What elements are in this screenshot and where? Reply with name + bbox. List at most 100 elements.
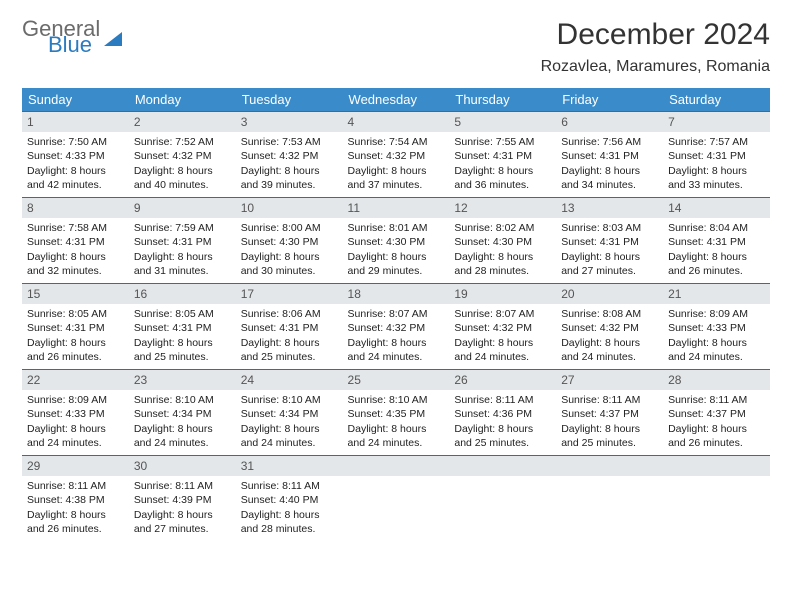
day-body: Sunrise: 8:00 AMSunset: 4:30 PMDaylight:…	[236, 218, 343, 282]
calendar-header-row: SundayMondayTuesdayWednesdayThursdayFrid…	[22, 88, 770, 112]
calendar-cell: 28Sunrise: 8:11 AMSunset: 4:37 PMDayligh…	[663, 370, 770, 456]
daylight-line: Daylight: 8 hours and 24 minutes.	[134, 422, 231, 450]
day-body: Sunrise: 7:56 AMSunset: 4:31 PMDaylight:…	[556, 132, 663, 196]
calendar-cell: 23Sunrise: 8:10 AMSunset: 4:34 PMDayligh…	[129, 370, 236, 456]
daylight-line: Daylight: 8 hours and 36 minutes.	[454, 164, 551, 192]
calendar-cell: 7 Sunrise: 7:57 AMSunset: 4:31 PMDaylight…	[663, 112, 770, 198]
sunset-line: Sunset: 4:31 PM	[454, 149, 551, 163]
sunset-line: Sunset: 4:32 PM	[454, 321, 551, 335]
header: General Blue December 2024 Rozavlea, Mar…	[22, 18, 770, 76]
day-body: Sunrise: 7:59 AMSunset: 4:31 PMDaylight:…	[129, 218, 236, 282]
calendar-cell	[556, 456, 663, 542]
sunset-line: Sunset: 4:31 PM	[668, 235, 765, 249]
day-number: 8	[22, 198, 129, 218]
sunset-line: Sunset: 4:31 PM	[134, 321, 231, 335]
sunrise-line: Sunrise: 8:02 AM	[454, 221, 551, 235]
calendar-week-row: 15Sunrise: 8:05 AMSunset: 4:31 PMDayligh…	[22, 284, 770, 370]
daylight-line: Daylight: 8 hours and 42 minutes.	[27, 164, 124, 192]
calendar-cell: 31Sunrise: 8:11 AMSunset: 4:40 PMDayligh…	[236, 456, 343, 542]
calendar-cell: 20Sunrise: 8:08 AMSunset: 4:32 PMDayligh…	[556, 284, 663, 370]
daylight-line: Daylight: 8 hours and 24 minutes.	[668, 336, 765, 364]
sunset-line: Sunset: 4:31 PM	[27, 235, 124, 249]
sunset-line: Sunset: 4:32 PM	[561, 321, 658, 335]
day-number: 19	[449, 284, 556, 304]
daylight-line: Daylight: 8 hours and 24 minutes.	[348, 422, 445, 450]
day-body: Sunrise: 8:07 AMSunset: 4:32 PMDaylight:…	[449, 304, 556, 368]
day-number-empty	[663, 456, 770, 476]
sunset-line: Sunset: 4:32 PM	[348, 149, 445, 163]
day-body: Sunrise: 8:08 AMSunset: 4:32 PMDaylight:…	[556, 304, 663, 368]
day-number: 28	[663, 370, 770, 390]
sunrise-line: Sunrise: 7:56 AM	[561, 135, 658, 149]
day-header: Tuesday	[236, 88, 343, 112]
day-body: Sunrise: 7:54 AMSunset: 4:32 PMDaylight:…	[343, 132, 450, 196]
calendar-cell: 27Sunrise: 8:11 AMSunset: 4:37 PMDayligh…	[556, 370, 663, 456]
sunset-line: Sunset: 4:30 PM	[241, 235, 338, 249]
day-body: Sunrise: 8:01 AMSunset: 4:30 PMDaylight:…	[343, 218, 450, 282]
day-body: Sunrise: 8:11 AMSunset: 4:36 PMDaylight:…	[449, 390, 556, 454]
daylight-line: Daylight: 8 hours and 24 minutes.	[561, 336, 658, 364]
day-body: Sunrise: 8:10 AMSunset: 4:34 PMDaylight:…	[129, 390, 236, 454]
day-body: Sunrise: 8:10 AMSunset: 4:35 PMDaylight:…	[343, 390, 450, 454]
logo-text-blue: Blue	[48, 34, 100, 56]
day-number: 14	[663, 198, 770, 218]
sunrise-line: Sunrise: 8:11 AM	[454, 393, 551, 407]
day-body: Sunrise: 7:55 AMSunset: 4:31 PMDaylight:…	[449, 132, 556, 196]
calendar-cell: 10Sunrise: 8:00 AMSunset: 4:30 PMDayligh…	[236, 198, 343, 284]
daylight-line: Daylight: 8 hours and 24 minutes.	[454, 336, 551, 364]
daylight-line: Daylight: 8 hours and 31 minutes.	[134, 250, 231, 278]
sunrise-line: Sunrise: 8:11 AM	[668, 393, 765, 407]
calendar-cell: 30Sunrise: 8:11 AMSunset: 4:39 PMDayligh…	[129, 456, 236, 542]
sunset-line: Sunset: 4:35 PM	[348, 407, 445, 421]
day-body: Sunrise: 8:07 AMSunset: 4:32 PMDaylight:…	[343, 304, 450, 368]
sunset-line: Sunset: 4:40 PM	[241, 493, 338, 507]
day-number: 15	[22, 284, 129, 304]
calendar-cell: 12Sunrise: 8:02 AMSunset: 4:30 PMDayligh…	[449, 198, 556, 284]
calendar-cell: 2Sunrise: 7:52 AMSunset: 4:32 PMDaylight…	[129, 112, 236, 198]
sunrise-line: Sunrise: 8:05 AM	[134, 307, 231, 321]
sunrise-line: Sunrise: 8:05 AM	[27, 307, 124, 321]
calendar-cell: 24Sunrise: 8:10 AMSunset: 4:34 PMDayligh…	[236, 370, 343, 456]
day-number: 11	[343, 198, 450, 218]
daylight-line: Daylight: 8 hours and 28 minutes.	[454, 250, 551, 278]
day-number: 18	[343, 284, 450, 304]
daylight-line: Daylight: 8 hours and 29 minutes.	[348, 250, 445, 278]
sunset-line: Sunset: 4:32 PM	[241, 149, 338, 163]
daylight-line: Daylight: 8 hours and 25 minutes.	[241, 336, 338, 364]
sunset-line: Sunset: 4:39 PM	[134, 493, 231, 507]
day-number: 7	[663, 112, 770, 132]
daylight-line: Daylight: 8 hours and 33 minutes.	[668, 164, 765, 192]
sunrise-line: Sunrise: 7:55 AM	[454, 135, 551, 149]
sunset-line: Sunset: 4:32 PM	[134, 149, 231, 163]
day-header: Thursday	[449, 88, 556, 112]
day-number: 4	[343, 112, 450, 132]
calendar-cell: 22Sunrise: 8:09 AMSunset: 4:33 PMDayligh…	[22, 370, 129, 456]
calendar-cell: 25Sunrise: 8:10 AMSunset: 4:35 PMDayligh…	[343, 370, 450, 456]
calendar-cell: 16Sunrise: 8:05 AMSunset: 4:31 PMDayligh…	[129, 284, 236, 370]
logo: General Blue	[22, 18, 122, 56]
sunset-line: Sunset: 4:31 PM	[561, 149, 658, 163]
daylight-line: Daylight: 8 hours and 40 minutes.	[134, 164, 231, 192]
sunrise-line: Sunrise: 8:01 AM	[348, 221, 445, 235]
logo-triangle-icon	[104, 32, 122, 46]
day-body: Sunrise: 7:53 AMSunset: 4:32 PMDaylight:…	[236, 132, 343, 196]
sunset-line: Sunset: 4:31 PM	[668, 149, 765, 163]
sunrise-line: Sunrise: 8:09 AM	[668, 307, 765, 321]
sunset-line: Sunset: 4:31 PM	[561, 235, 658, 249]
sunrise-line: Sunrise: 8:06 AM	[241, 307, 338, 321]
calendar-cell: 11Sunrise: 8:01 AMSunset: 4:30 PMDayligh…	[343, 198, 450, 284]
sunrise-line: Sunrise: 7:57 AM	[668, 135, 765, 149]
sunset-line: Sunset: 4:37 PM	[668, 407, 765, 421]
daylight-line: Daylight: 8 hours and 25 minutes.	[134, 336, 231, 364]
calendar-cell	[663, 456, 770, 542]
day-number: 21	[663, 284, 770, 304]
calendar-cell: 5Sunrise: 7:55 AMSunset: 4:31 PMDaylight…	[449, 112, 556, 198]
calendar-week-row: 8Sunrise: 7:58 AMSunset: 4:31 PMDaylight…	[22, 198, 770, 284]
day-number: 17	[236, 284, 343, 304]
day-number-empty	[343, 456, 450, 476]
day-body: Sunrise: 8:11 AMSunset: 4:38 PMDaylight:…	[22, 476, 129, 540]
sunset-line: Sunset: 4:37 PM	[561, 407, 658, 421]
sunrise-line: Sunrise: 8:04 AM	[668, 221, 765, 235]
sunset-line: Sunset: 4:30 PM	[348, 235, 445, 249]
daylight-line: Daylight: 8 hours and 30 minutes.	[241, 250, 338, 278]
